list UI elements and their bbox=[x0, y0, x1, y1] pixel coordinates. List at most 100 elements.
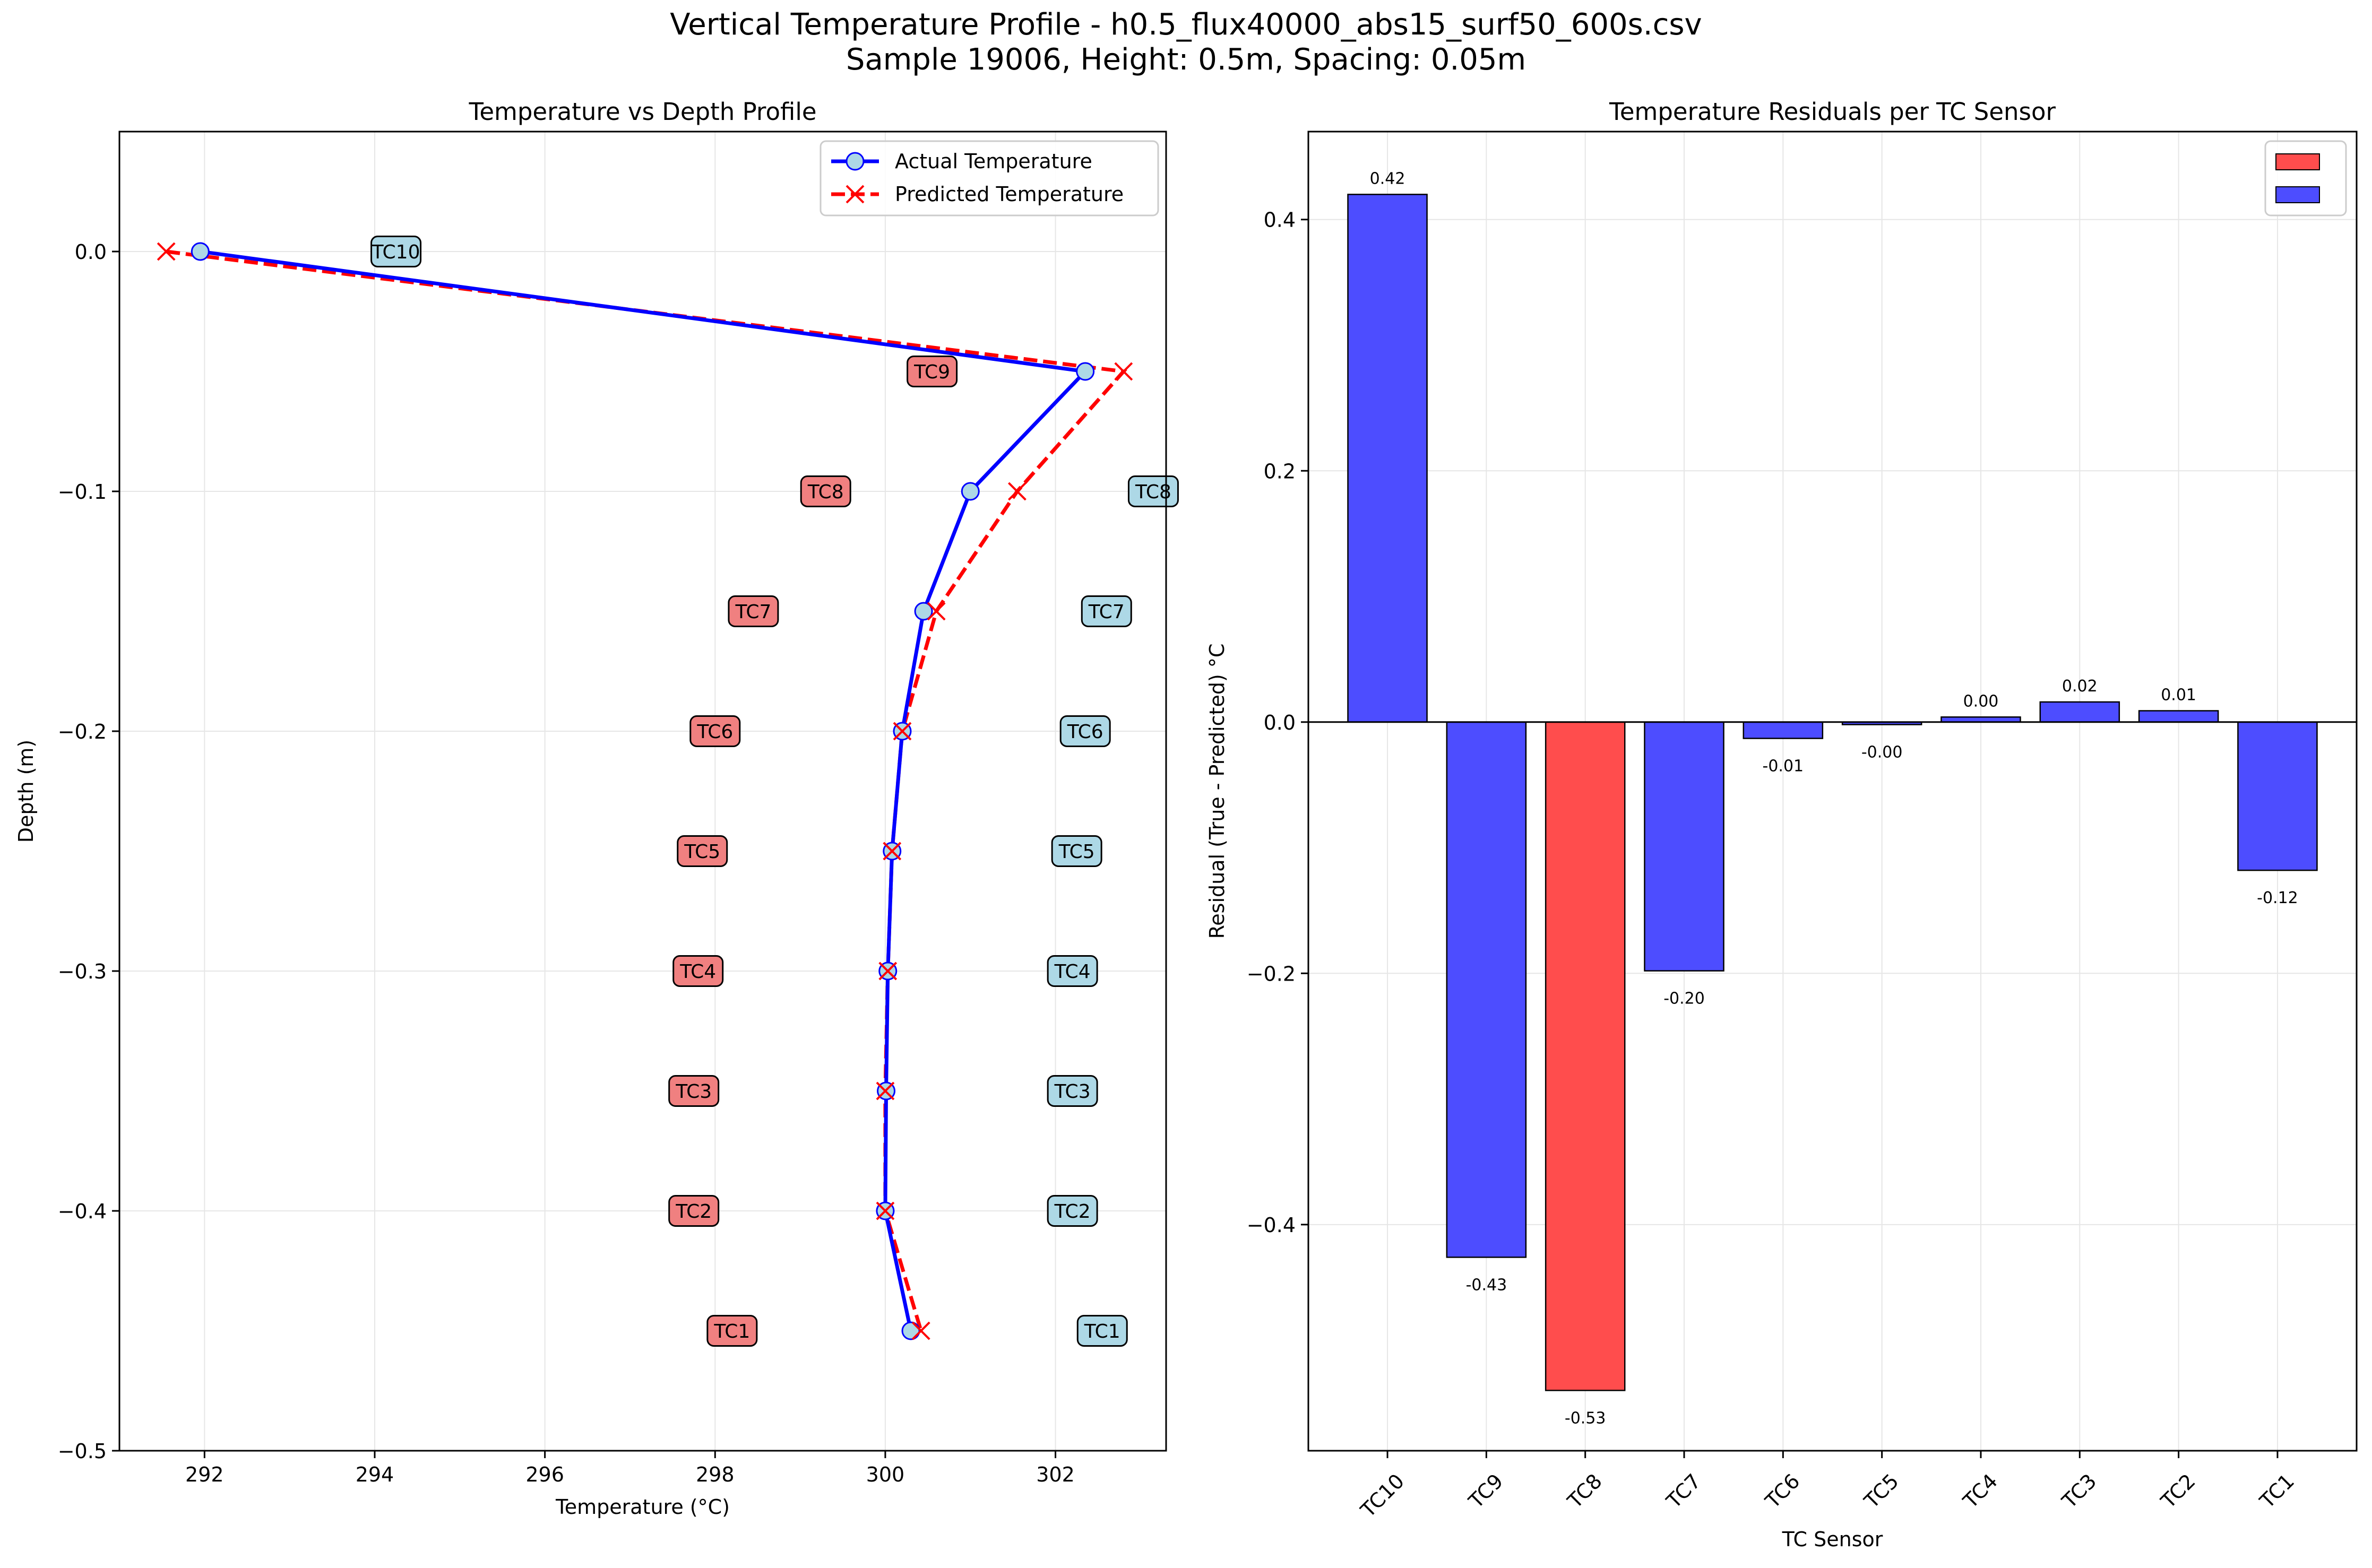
residual-bar bbox=[1347, 194, 1428, 723]
x-tick-label: 298 bbox=[696, 1463, 735, 1486]
sensor-label-box bbox=[668, 1195, 720, 1227]
sensor-label: TC4 bbox=[679, 961, 716, 983]
sensor-label: TC6 bbox=[1067, 721, 1103, 743]
y-tick-label: −0.4 bbox=[58, 1200, 107, 1223]
sensor-label: TC6 bbox=[696, 721, 733, 743]
sensor-label: TC8 bbox=[807, 481, 844, 503]
predicted-temperature-point bbox=[876, 1081, 895, 1101]
bar-value-label: -0.43 bbox=[1466, 1276, 1507, 1294]
bar-value-label: -0.53 bbox=[1565, 1409, 1606, 1427]
bar-value-label: 0.01 bbox=[2161, 686, 2196, 704]
predicted-temperature-point bbox=[157, 242, 176, 261]
sensor-label-box bbox=[728, 595, 779, 627]
left-plot-frame bbox=[118, 131, 1167, 1452]
legend-actual-marker bbox=[846, 152, 865, 171]
x-tick-label: TC1 bbox=[2255, 1469, 2299, 1513]
y-tick-label: 0.2 bbox=[1264, 460, 1296, 483]
figure-title-line2: Sample 19006, Height: 0.5m, Spacing: 0.0… bbox=[846, 42, 1526, 77]
predicted-temperature-point bbox=[1008, 482, 1027, 501]
predicted-temperature-point bbox=[911, 1321, 930, 1340]
x-tick-label: TC5 bbox=[1859, 1469, 1903, 1513]
sensor-label: TC5 bbox=[1058, 841, 1095, 863]
legend-box bbox=[2264, 140, 2347, 216]
sensor-label: TC7 bbox=[735, 601, 771, 623]
sensor-label-box bbox=[1047, 1195, 1098, 1227]
legend-actual-label: Actual Temperature bbox=[895, 150, 1092, 173]
x-tick-label: 300 bbox=[866, 1463, 905, 1486]
sensor-label-box bbox=[370, 236, 422, 267]
bar-value-label: -0.12 bbox=[2257, 889, 2298, 907]
residual-bar bbox=[1644, 721, 1724, 972]
predicted-temperature-point bbox=[927, 602, 946, 621]
residual-bar-chart: 0.42 -0.43 -0.53 -0.20 -0.01 -0.00 0.00 0.02 0.0… bbox=[1205, 98, 2358, 1551]
figure-title: Vertical Temperature Profile - h0.5_flux… bbox=[0, 7, 2372, 77]
residual-bar bbox=[2039, 701, 2120, 723]
sensor-label: TC9 bbox=[913, 361, 950, 383]
sensor-label-box bbox=[1047, 955, 1098, 987]
left-chart-title: Temperature vs Depth Profile bbox=[468, 98, 816, 126]
sensor-label: TC5 bbox=[684, 841, 720, 863]
x-tick-label: TC2 bbox=[2156, 1469, 2200, 1513]
sensor-label: TC1 bbox=[1084, 1321, 1120, 1342]
sensor-label-box bbox=[1051, 835, 1102, 867]
sensor-label: TC10 bbox=[372, 241, 420, 263]
actual-temperature-point bbox=[961, 482, 980, 501]
residual-bar bbox=[2138, 710, 2219, 723]
y-tick-label: −0.2 bbox=[1247, 962, 1296, 985]
residual-bar bbox=[1446, 721, 1527, 1258]
legend-predicted-label: Predicted Temperature bbox=[895, 183, 1124, 206]
sensor-label-box bbox=[907, 356, 958, 387]
sensor-label: TC1 bbox=[713, 1321, 750, 1342]
predicted-temperature-point bbox=[1114, 362, 1133, 381]
x-tick-label: 292 bbox=[185, 1463, 224, 1486]
bar-value-label: 0.02 bbox=[2062, 677, 2098, 696]
legend-blue-swatch bbox=[2275, 186, 2320, 203]
sensor-label: TC2 bbox=[1054, 1201, 1091, 1223]
x-tick-label: TC10 bbox=[1356, 1469, 1409, 1522]
x-tick-label: TC4 bbox=[1959, 1469, 2003, 1513]
y-tick-label: 0.0 bbox=[75, 240, 107, 264]
residual-bar bbox=[2237, 721, 2318, 871]
sensor-label: TC7 bbox=[1088, 601, 1125, 623]
sensor-label-box bbox=[689, 715, 741, 747]
x-tick-label: 296 bbox=[525, 1463, 564, 1486]
sensor-label-box bbox=[1047, 1075, 1098, 1107]
sensor-label: TC3 bbox=[675, 1081, 712, 1103]
sensor-label: TC4 bbox=[1054, 961, 1091, 983]
residual-bar bbox=[1545, 721, 1626, 1391]
predicted-temperature-point bbox=[878, 961, 898, 981]
sensor-label: TC3 bbox=[1054, 1081, 1091, 1103]
bar-value-label: 0.00 bbox=[1963, 692, 1999, 711]
right-plot-frame bbox=[1307, 131, 2358, 1452]
y-axis-label: Depth (m) bbox=[14, 740, 38, 843]
legend-box bbox=[820, 140, 1159, 216]
sensor-label: TC8 bbox=[1135, 481, 1171, 503]
x-tick-label: TC9 bbox=[1464, 1469, 1508, 1513]
y-tick-label: −0.2 bbox=[58, 720, 107, 743]
y-axis-label: Residual (True - Predicted) °C bbox=[1205, 644, 1229, 939]
predicted-temperature-point bbox=[883, 842, 902, 861]
sensor-label-box bbox=[677, 835, 728, 867]
actual-temperature-point bbox=[901, 1321, 920, 1340]
actual-temperature-line bbox=[200, 249, 1089, 1331]
bar-value-label: -0.01 bbox=[1763, 757, 1804, 776]
y-tick-label: −0.4 bbox=[1247, 1214, 1296, 1237]
x-axis-label: Temperature (°C) bbox=[555, 1495, 730, 1519]
x-tick-label: TC7 bbox=[1662, 1469, 1706, 1513]
sensor-label-box bbox=[1059, 715, 1111, 747]
bar-value-label: -0.00 bbox=[1861, 743, 1903, 762]
actual-temperature-point bbox=[191, 242, 210, 261]
legend-predicted-marker bbox=[846, 185, 865, 204]
x-axis-label: TC Sensor bbox=[1782, 1528, 1883, 1551]
y-tick-label: −0.5 bbox=[58, 1440, 107, 1463]
right-chart-title: Temperature Residuals per TC Sensor bbox=[1609, 98, 2056, 126]
legend-red-swatch bbox=[2275, 153, 2320, 170]
x-tick-label: TC6 bbox=[1761, 1469, 1805, 1513]
sensor-label-box bbox=[1081, 595, 1132, 627]
sensor-label-box bbox=[668, 1075, 720, 1107]
predicted-temperature-point bbox=[893, 722, 912, 741]
sensor-label-box bbox=[800, 475, 851, 507]
bar-value-label: 0.42 bbox=[1370, 169, 1405, 188]
actual-temperature-point bbox=[914, 602, 933, 621]
